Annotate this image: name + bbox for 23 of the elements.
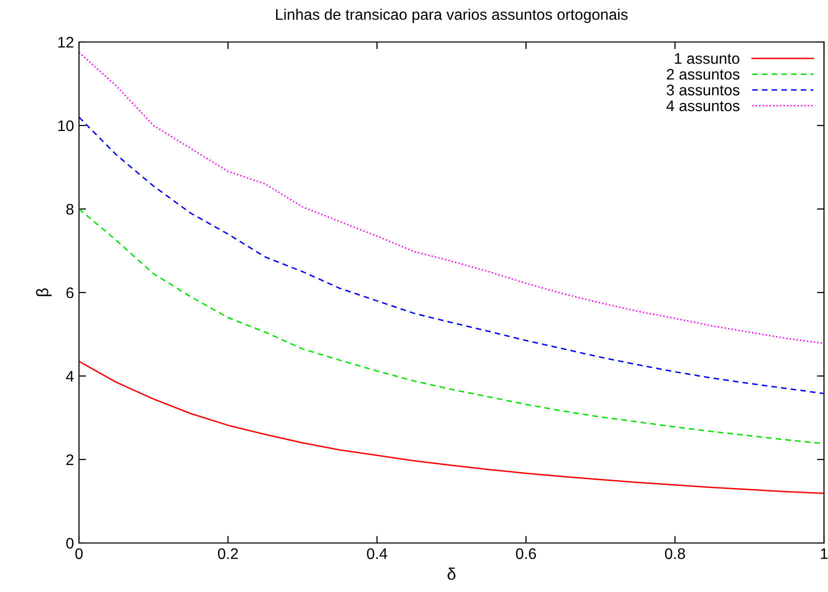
x-tick-label: 0.4: [366, 548, 388, 560]
chart-title: Linhas de transicao para varios assuntos ortogonais: [276, 8, 628, 23]
line-series: [79, 360, 824, 494]
y-tick-label: 4: [66, 371, 74, 382]
y-tick-label: 12: [58, 36, 74, 48]
x-tick-label: 0.2: [218, 548, 238, 560]
legend-label: 4 assuntos: [666, 100, 740, 112]
y-axis-title: β: [36, 288, 52, 296]
legend-label: 1 assunto: [674, 53, 740, 64]
line-series: [79, 52, 824, 344]
line-series: [79, 116, 824, 394]
legend-label: 3 assuntos: [666, 84, 740, 96]
y-tick-label: 10: [58, 120, 74, 132]
x-tick-label: 0.8: [664, 548, 685, 560]
x-tick-label: 1: [820, 548, 828, 559]
y-tick-label: 0: [66, 538, 74, 549]
y-tick-label: 8: [66, 204, 74, 215]
x-tick-label: 0: [75, 548, 83, 560]
x-tick-label: 0.6: [516, 548, 536, 560]
y-tick-label: 6: [66, 287, 74, 298]
legend-label: 2 assuntos: [666, 68, 740, 80]
y-tick-label: 2: [66, 454, 74, 466]
x-axis-title: δ: [448, 568, 456, 580]
